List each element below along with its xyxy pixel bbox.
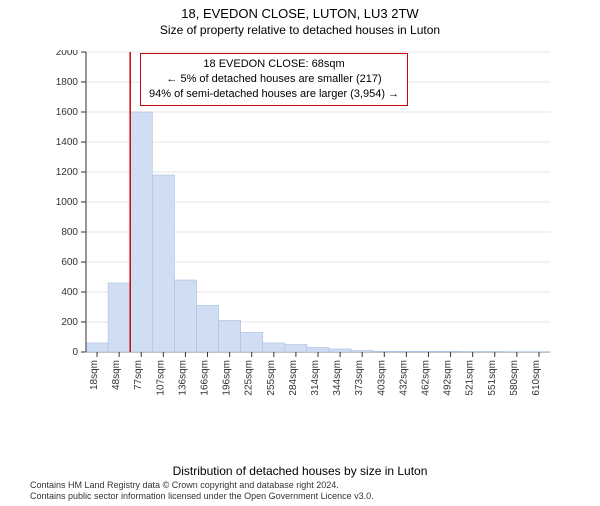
svg-text:1600: 1600: [56, 107, 79, 118]
svg-text:400: 400: [61, 287, 78, 298]
x-axis-caption: Distribution of detached houses by size …: [0, 464, 600, 478]
svg-text:403sqm: 403sqm: [376, 360, 387, 396]
svg-text:551sqm: 551sqm: [487, 360, 498, 396]
chart-area: 0 200 400 600 800 1000 1200 1400 1600 1800 2000 18s…: [54, 50, 554, 410]
svg-text:225sqm: 225sqm: [244, 360, 255, 396]
svg-text:314sqm: 314sqm: [310, 360, 321, 396]
svg-text:196sqm: 196sqm: [222, 360, 233, 396]
info-line-2: ← 5% of detached houses are smaller (217…: [149, 72, 399, 87]
svg-text:200: 200: [61, 317, 78, 328]
svg-text:1800: 1800: [56, 77, 79, 88]
svg-text:284sqm: 284sqm: [288, 360, 299, 396]
svg-text:48sqm: 48sqm: [111, 360, 122, 390]
svg-text:1200: 1200: [56, 167, 79, 178]
info-box: 18 EVEDON CLOSE: 68sqm ← 5% of detached …: [140, 53, 408, 106]
svg-text:432sqm: 432sqm: [398, 360, 409, 396]
svg-text:18sqm: 18sqm: [89, 360, 100, 390]
svg-text:521sqm: 521sqm: [465, 360, 476, 396]
svg-text:373sqm: 373sqm: [354, 360, 365, 396]
svg-text:107sqm: 107sqm: [155, 360, 166, 396]
svg-text:344sqm: 344sqm: [332, 360, 343, 396]
info-line-1: 18 EVEDON CLOSE: 68sqm: [149, 57, 399, 72]
svg-text:1400: 1400: [56, 137, 79, 148]
page-subtitle: Size of property relative to detached ho…: [0, 23, 600, 37]
svg-text:166sqm: 166sqm: [200, 360, 211, 396]
svg-text:800: 800: [61, 227, 78, 238]
svg-text:600: 600: [61, 257, 78, 268]
svg-text:136sqm: 136sqm: [177, 360, 188, 396]
svg-text:77sqm: 77sqm: [133, 360, 144, 390]
svg-text:2000: 2000: [56, 50, 79, 58]
svg-text:580sqm: 580sqm: [509, 360, 520, 396]
svg-text:492sqm: 492sqm: [443, 360, 454, 396]
svg-text:255sqm: 255sqm: [266, 360, 277, 396]
svg-text:0: 0: [72, 347, 78, 358]
attribution-line-2: Contains public sector information licen…: [30, 491, 374, 502]
info-line-3: 94% of semi-detached houses are larger (…: [149, 87, 399, 102]
attribution-line-1: Contains HM Land Registry data © Crown c…: [30, 480, 374, 491]
svg-text:610sqm: 610sqm: [531, 360, 542, 396]
attribution: Contains HM Land Registry data © Crown c…: [30, 480, 374, 502]
page-title: 18, EVEDON CLOSE, LUTON, LU3 2TW: [0, 6, 600, 21]
svg-text:1000: 1000: [56, 197, 79, 208]
svg-text:462sqm: 462sqm: [420, 360, 431, 396]
